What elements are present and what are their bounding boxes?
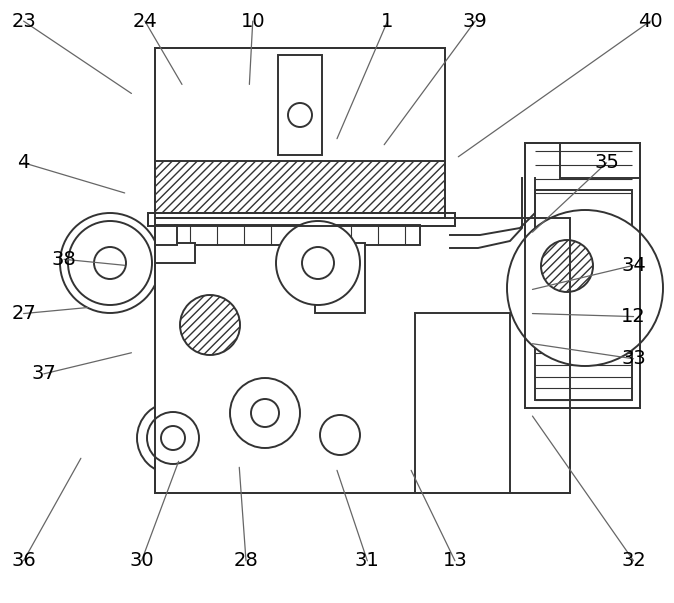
Text: 38: 38 xyxy=(52,250,76,269)
Bar xyxy=(155,48,445,218)
Bar xyxy=(535,190,632,400)
Text: 35: 35 xyxy=(594,153,619,172)
Text: 27: 27 xyxy=(11,304,36,323)
Bar xyxy=(415,313,510,493)
Circle shape xyxy=(161,426,185,450)
Text: 40: 40 xyxy=(638,11,663,31)
Bar xyxy=(175,225,420,245)
Bar xyxy=(525,143,640,408)
Circle shape xyxy=(320,415,360,455)
Bar xyxy=(148,213,455,226)
Bar xyxy=(155,218,570,493)
Bar xyxy=(560,143,640,178)
Text: 31: 31 xyxy=(355,551,379,570)
Circle shape xyxy=(268,213,368,313)
Circle shape xyxy=(68,221,152,305)
Bar xyxy=(155,243,195,263)
Text: 4: 4 xyxy=(18,153,30,172)
Text: 1: 1 xyxy=(381,11,394,31)
Bar xyxy=(278,55,322,155)
Text: 30: 30 xyxy=(129,551,154,570)
Circle shape xyxy=(288,103,312,127)
Circle shape xyxy=(180,295,240,355)
Text: 13: 13 xyxy=(443,551,467,570)
Text: 12: 12 xyxy=(621,307,646,326)
Text: 28: 28 xyxy=(234,551,258,570)
Bar xyxy=(155,161,445,218)
Bar xyxy=(148,213,455,226)
Text: 37: 37 xyxy=(32,364,56,384)
Circle shape xyxy=(276,221,360,305)
Circle shape xyxy=(220,368,310,458)
Circle shape xyxy=(94,247,126,279)
Bar xyxy=(155,218,570,493)
Circle shape xyxy=(60,213,160,313)
Circle shape xyxy=(251,399,279,427)
Bar xyxy=(155,48,445,218)
Bar xyxy=(315,243,365,313)
Text: 33: 33 xyxy=(621,349,646,368)
Circle shape xyxy=(541,240,593,292)
Text: 32: 32 xyxy=(621,551,646,570)
Text: 23: 23 xyxy=(11,11,36,31)
Bar xyxy=(155,225,177,245)
Polygon shape xyxy=(155,218,415,393)
Text: 39: 39 xyxy=(463,11,487,31)
Circle shape xyxy=(230,378,300,448)
Circle shape xyxy=(137,402,209,474)
Circle shape xyxy=(507,210,663,366)
Bar xyxy=(525,143,640,408)
Text: 10: 10 xyxy=(241,11,265,31)
Circle shape xyxy=(302,247,334,279)
Circle shape xyxy=(147,412,199,464)
Text: 34: 34 xyxy=(621,256,646,275)
Text: 36: 36 xyxy=(11,551,36,570)
Text: 24: 24 xyxy=(133,11,157,31)
